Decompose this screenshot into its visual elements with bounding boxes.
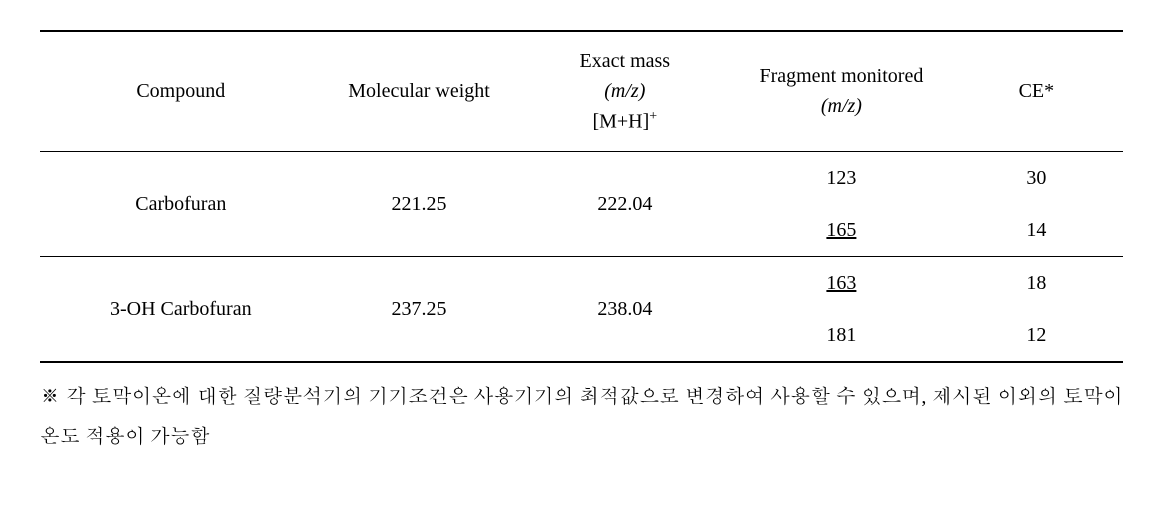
col-compound: Compound xyxy=(40,31,322,151)
col-fragment: Fragment monitored (m/z) xyxy=(733,31,950,151)
cell-exact: 238.04 xyxy=(517,256,734,362)
cell-frag: 163 xyxy=(733,256,950,309)
cell-ce: 18 xyxy=(950,256,1123,309)
cell-exact: 222.04 xyxy=(517,151,734,256)
col-exactmass-l3: [M+H] xyxy=(592,111,649,133)
table-row: 3-OH Carbofuran237.25238.0416318 xyxy=(40,256,1123,309)
table-row: Carbofuran221.25222.0412330 xyxy=(40,151,1123,204)
col-mw: Molecular weight xyxy=(322,31,517,151)
cell-mw: 221.25 xyxy=(322,151,517,256)
cell-compound: Carbofuran xyxy=(40,151,322,256)
col-exactmass-l2: (m/z) xyxy=(604,80,645,102)
cell-ce: 14 xyxy=(950,204,1123,257)
col-exactmass-sup: + xyxy=(649,109,657,124)
col-fragment-l1: Fragment monitored xyxy=(759,65,923,87)
col-exactmass: Exact mass (m/z) [M+H]+ xyxy=(517,31,734,151)
cell-frag: 181 xyxy=(733,309,950,362)
compound-table: Compound Molecular weight Exact mass (m/… xyxy=(40,30,1123,363)
footnote: ※ 각 토막이온에 대한 질량분석기의 기기조건은 사용기기의 최적값으로 변경… xyxy=(40,377,1123,457)
col-fragment-l2: (m/z) xyxy=(821,95,862,117)
cell-compound: 3-OH Carbofuran xyxy=(40,256,322,362)
cell-ce: 30 xyxy=(950,151,1123,204)
cell-frag: 165 xyxy=(733,204,950,257)
col-ce: CE* xyxy=(950,31,1123,151)
cell-ce: 12 xyxy=(950,309,1123,362)
col-exactmass-l1: Exact mass xyxy=(580,50,671,72)
table-body: Carbofuran221.25222.0412330165143-OH Car… xyxy=(40,151,1123,362)
cell-frag: 123 xyxy=(733,151,950,204)
cell-mw: 237.25 xyxy=(322,256,517,362)
